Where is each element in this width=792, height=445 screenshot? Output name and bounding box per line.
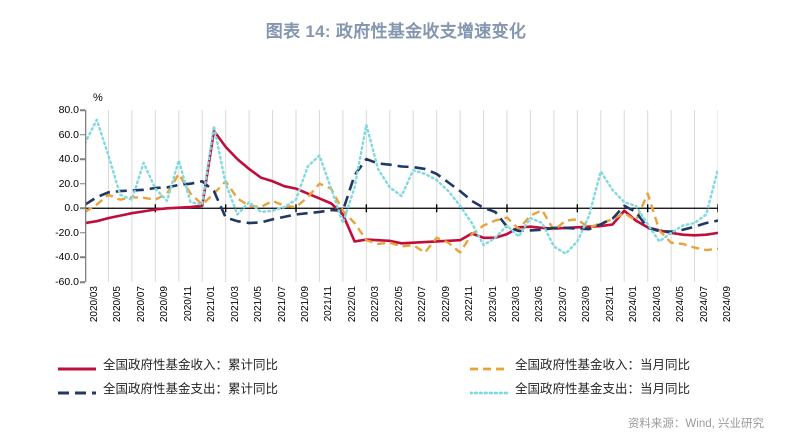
x-axis-tick-label: 2023/09 [581,286,593,323]
x-axis-tick-label: 2022/09 [440,286,452,323]
legend-label: 全国政府性基金支出：累计同比 [103,382,279,396]
x-axis-tick-label: 2021/05 [253,286,265,323]
legend-label: 全国政府性基金收入：当月同比 [515,358,691,372]
x-axis-tick-label: 2023/11 [604,286,616,322]
x-axis-tick-label: 2021/01 [206,286,218,323]
y-axis-tick-label: 60.0 [58,128,79,141]
y-axis-tick [80,232,85,234]
x-axis-tick-label: 2020/11 [182,286,194,322]
x-axis-tick-label: 2024/07 [698,286,710,323]
y-axis-tick [80,281,85,283]
y-axis-tick-label: -60.0 [55,276,79,288]
x-axis-tick-label: 2022/07 [417,286,429,323]
y-axis-tick-label: -20.0 [55,226,79,239]
legend-label: 全国政府性基金支出：当月同比 [515,382,691,396]
legend-label: 全国政府性基金收入：累计同比 [103,358,279,372]
series-line-expenditure_mom [85,118,718,255]
y-axis-tick [80,158,85,160]
x-axis-tick-label: 2024/01 [628,286,640,323]
x-axis-tick-label: 2020/09 [159,286,171,323]
legend-item-revenue_cum[interactable]: 全国政府性基金收入：累计同比 [58,354,278,373]
y-axis-tick-labels: 80.0 60.0 40.0 20.0 0.0 -20.0 -40.0 -60.0 [22,104,85,288]
y-axis-tick [80,182,85,185]
y-axis-unit-label: % [93,92,103,104]
y-axis-tick-label: 80.0 [58,104,79,116]
x-axis-tick-label: 2021/09 [300,286,311,323]
x-axis-tick-label: 2021/11 [323,286,335,322]
y-axis-tick-label: 20.0 [58,177,79,190]
source-note: 资料来源：Wind, 兴业研究 [627,418,764,430]
x-axis-tick-label: 2024/09 [722,286,733,323]
x-axis-tick-label: 2021/03 [229,286,241,323]
chart-legend: 全国政府性基金收入：累计同比 全国政府性基金收入：当月同比全国政府性基金支出：累计… [0,352,792,404]
x-axis-tick-label: 2022/11 [464,286,476,322]
y-axis-tick-label: 0.0 [64,202,79,215]
plot-area [85,110,718,282]
x-axis-tick-label: 2024/03 [651,286,663,323]
x-axis-tick-label: 2024/05 [675,286,687,323]
x-axis-tick-label: 2022/03 [370,286,382,323]
y-axis-tick [80,256,85,259]
x-axis-tick-label: 2023/07 [557,286,569,323]
legend-item-expenditure_mom[interactable]: 全国政府性基金支出：当月同比 [470,378,690,397]
x-axis-tick-label: 2023/01 [487,286,499,323]
gridlines [85,110,718,282]
x-axis-tick-labels: 2020/03 2020/05 2020/07 2020/09 2020/11 2021/… [85,286,733,342]
x-axis-tick-label: 2022/01 [346,286,358,323]
y-axis-tick [80,133,85,136]
legend-item-expenditure_cum[interactable]: 全国政府性基金支出：累计同比 [58,378,278,397]
legend-item-revenue_mom[interactable]: 全国政府性基金收入：当月同比 [470,354,690,373]
y-axis-tick-label: -40.0 [55,251,79,264]
x-axis-tick-label: 2020/05 [112,286,124,323]
y-axis-tick [80,207,85,210]
series-line-revenue_cum [85,129,718,245]
y-axis-tick-label: 40.0 [58,153,79,166]
x-axis-tick-label: 2023/03 [511,286,522,323]
chart-title: 图表 14: 政府性基金收支增速变化 [265,22,527,41]
x-axis-tick-label: 2020/03 [89,286,100,323]
y-axis-tick [80,109,85,111]
x-axis-tick-label: 2023/05 [534,286,546,323]
chart-plot-svg [85,110,718,282]
x-axis-tick-label: 2022/05 [393,286,405,323]
x-axis-tick-label: 2020/07 [135,286,147,323]
x-axis-tick-label: 2021/07 [276,286,288,323]
series-line-revenue_mom [85,172,718,254]
series-line-expenditure_cum [85,157,718,233]
